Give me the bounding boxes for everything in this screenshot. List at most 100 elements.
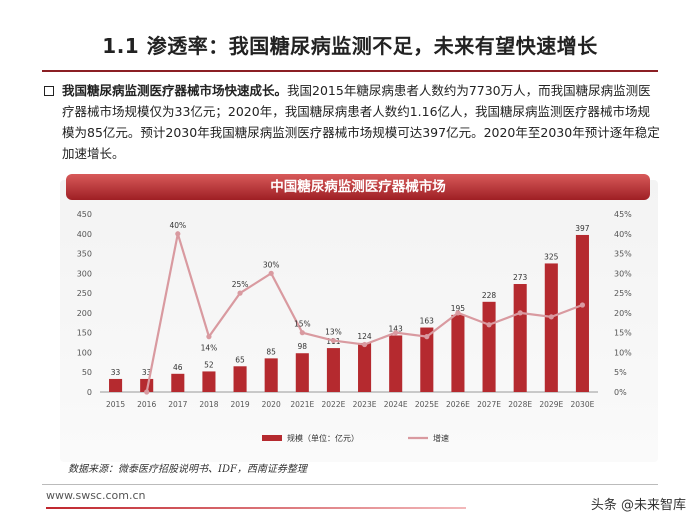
y-right-tick-label: 40% (614, 230, 632, 239)
growth-point (237, 290, 243, 296)
growth-point (579, 302, 586, 308)
growth-point (175, 231, 181, 237)
x-tick-label: 2018 (199, 400, 218, 409)
y-right-tick-label: 0% (614, 388, 627, 397)
bar (233, 366, 247, 392)
y-right-tick-label: 5% (614, 368, 627, 377)
legend-bar-label: 规模（单位：亿元） (287, 433, 359, 443)
y-right-tick-label: 15% (614, 329, 632, 338)
bar-value-label: 195 (451, 304, 466, 313)
growth-point (206, 334, 212, 340)
growth-point (517, 310, 523, 316)
bar (295, 353, 309, 392)
bar (420, 327, 434, 392)
x-tick-label: 2023E (353, 400, 377, 409)
x-tick-label: 2022E (322, 400, 346, 409)
y-right-tick-label: 35% (614, 250, 632, 259)
paragraph-body: 我国2015年糖尿病患者人数约为7730万人，而我国糖尿病监测医疗器械市场规模仅… (62, 83, 660, 161)
y-left-tick-label: 200 (77, 309, 92, 318)
bar-value-label: 98 (298, 342, 308, 351)
bar (389, 335, 403, 392)
bar-value-label: 33 (111, 368, 121, 377)
x-tick-label: 2024E (384, 400, 408, 409)
growth-point (548, 314, 554, 320)
growth-point (144, 389, 150, 395)
legend-bar-swatch (262, 435, 282, 441)
bar (171, 373, 185, 392)
y-left-tick-label: 350 (77, 250, 92, 259)
y-left-tick-label: 400 (77, 230, 92, 239)
bar-value-label: 33 (142, 368, 152, 377)
bar (513, 284, 527, 392)
growth-point (268, 270, 274, 276)
y-left-tick-label: 100 (77, 348, 92, 357)
y-right-tick-label: 10% (614, 348, 632, 357)
page-title: 1.1 渗透率：我国糖尿病监测不足，未来有望快速增长 (102, 34, 598, 58)
bar (451, 314, 465, 392)
growth-point (393, 330, 399, 336)
bar (264, 358, 278, 392)
footer-accent-bar (46, 507, 466, 509)
y-left-tick-label: 450 (77, 210, 92, 219)
x-tick-label: 2021E (290, 400, 314, 409)
x-tick-label: 2015 (106, 400, 125, 409)
title-divider (42, 70, 658, 72)
bar-value-label: 273 (513, 273, 528, 282)
y-right-tick-label: 20% (614, 309, 632, 318)
summary-paragraph: 我国糖尿病监测医疗器械市场快速成长。我国2015年糖尿病患者人数约为7730万人… (62, 80, 662, 164)
growth-point (455, 310, 461, 316)
bar (544, 263, 558, 392)
y-left-tick-label: 0 (87, 388, 92, 397)
footer-url[interactable]: www.swsc.com.cn (46, 489, 146, 502)
x-tick-label: 2027E (477, 400, 501, 409)
bar-value-label: 46 (173, 363, 183, 372)
legend-line-label: 增速 (433, 433, 449, 443)
growth-point (486, 322, 492, 328)
x-tick-label: 2030E (571, 400, 595, 409)
watermark: 头条 @未来智库 (591, 494, 686, 513)
bar (482, 301, 496, 392)
bar-value-label: 65 (235, 355, 245, 364)
bar-value-label: 163 (420, 317, 435, 326)
growth-value-label: 25% (232, 280, 249, 289)
y-left-tick-label: 50 (82, 368, 92, 377)
growth-point (361, 341, 368, 348)
y-right-tick-label: 45% (614, 210, 632, 219)
y-left-tick-label: 150 (77, 329, 92, 338)
growth-value-label: 15% (294, 320, 311, 329)
bar-value-label: 143 (389, 324, 404, 333)
x-tick-label: 2017 (168, 400, 187, 409)
growth-value-label: 14% (201, 344, 218, 353)
bar (202, 371, 216, 392)
y-right-tick-label: 25% (614, 289, 632, 298)
x-tick-label: 2020 (262, 400, 281, 409)
y-left-tick-label: 300 (77, 269, 92, 278)
x-tick-label: 2029E (539, 400, 563, 409)
y-left-tick-label: 250 (77, 289, 92, 298)
growth-point (299, 330, 305, 336)
x-tick-label: 2025E (415, 400, 439, 409)
bullet-square-icon (44, 86, 54, 96)
bar-value-label: 397 (575, 224, 590, 233)
bar-value-label: 325 (544, 252, 559, 261)
y-right-tick-label: 30% (614, 269, 632, 278)
growth-point (330, 337, 337, 344)
bar-value-label: 52 (204, 360, 214, 369)
growth-value-label: 40% (169, 221, 186, 230)
bar-value-label: 124 (357, 332, 372, 341)
bar (575, 234, 589, 392)
x-tick-label: 2026E (446, 400, 470, 409)
paragraph-lead: 我国糖尿病监测医疗器械市场快速成长。 (62, 83, 288, 98)
chart-title: 中国糖尿病监测医疗器械市场 (66, 174, 650, 200)
growth-point (424, 334, 430, 340)
watermark-text: 头条 @未来智库 (590, 498, 686, 513)
source-note: 数据来源：微泰医疗招股说明书、IDF，西南证券整理 (68, 464, 307, 475)
growth-value-label: 30% (263, 260, 280, 269)
bar (140, 378, 154, 392)
x-tick-label: 2016 (137, 400, 156, 409)
bar (109, 378, 123, 392)
footer-divider (42, 484, 658, 485)
bar (358, 342, 372, 392)
growth-value-label: 13% (325, 328, 342, 337)
